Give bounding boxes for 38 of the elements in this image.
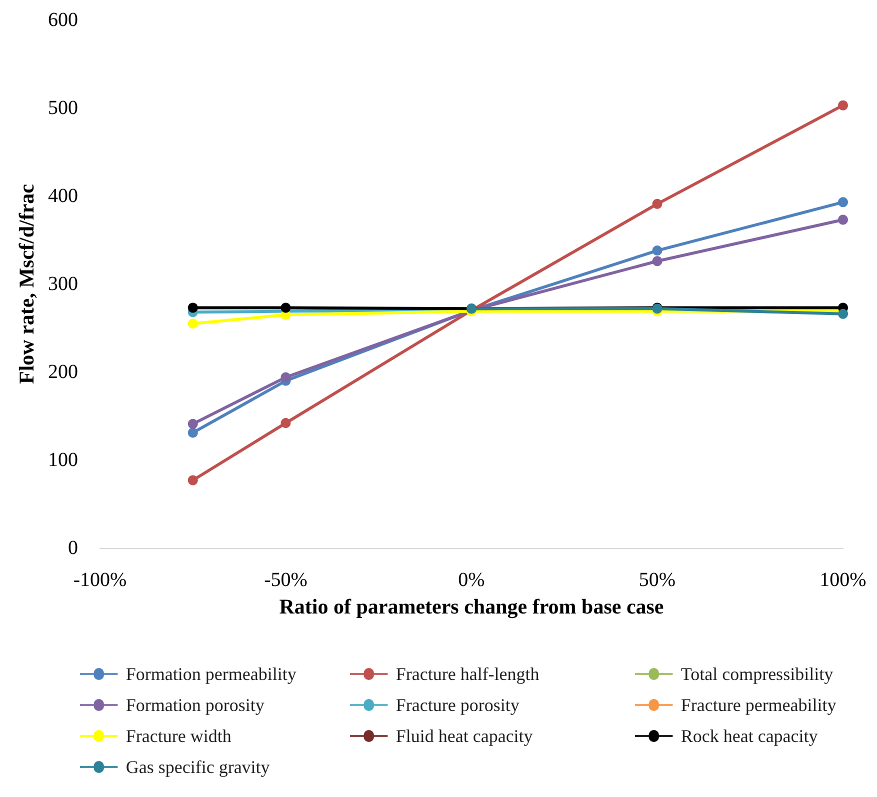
x-tick-label: 0%	[458, 569, 485, 591]
legend-label: Fracture porosity	[396, 695, 520, 715]
x-tick-label: -100%	[73, 569, 127, 591]
point	[280, 418, 291, 428]
point	[838, 197, 848, 208]
legend-label: Formation porosity	[126, 695, 264, 715]
y-tick-label: 200	[48, 361, 78, 383]
point	[188, 475, 198, 486]
point	[652, 198, 662, 209]
legend-label: Fracture width	[126, 726, 232, 746]
point	[188, 428, 198, 438]
y-tick-label: 400	[48, 185, 78, 207]
y-tick-label: 100	[48, 449, 78, 471]
legend-label: Gas specific gravity	[126, 757, 270, 777]
point	[838, 214, 848, 225]
point	[838, 100, 848, 110]
y-tick-label: 600	[48, 9, 78, 31]
point	[652, 256, 662, 266]
legend-label: Fracture permeability	[680, 695, 836, 715]
x-axis-title: Ratio of parameters change from base case	[279, 594, 664, 618]
legend-label: Fracture half-length	[396, 664, 540, 684]
legend-label: Fluid heat capacity	[396, 726, 533, 746]
point	[188, 302, 198, 313]
x-tick-label: -50%	[264, 569, 308, 591]
y-tick-label: 0	[68, 537, 78, 559]
x-tick-label: 50%	[638, 569, 676, 591]
y-tick-label: 300	[48, 273, 78, 295]
point	[652, 246, 662, 256]
legend-label: Total compressibility	[680, 664, 834, 684]
y-axis-title: Flow rate, Mscf/d/frac	[14, 184, 39, 384]
point	[280, 302, 291, 313]
x-tick-label: 100%	[820, 569, 866, 591]
legend-label: Rock heat capacity	[680, 726, 818, 746]
point	[188, 418, 198, 429]
point	[280, 372, 291, 382]
legend-label: Formation permeability	[126, 664, 296, 684]
point	[188, 318, 198, 329]
y-tick-label: 500	[48, 97, 78, 119]
